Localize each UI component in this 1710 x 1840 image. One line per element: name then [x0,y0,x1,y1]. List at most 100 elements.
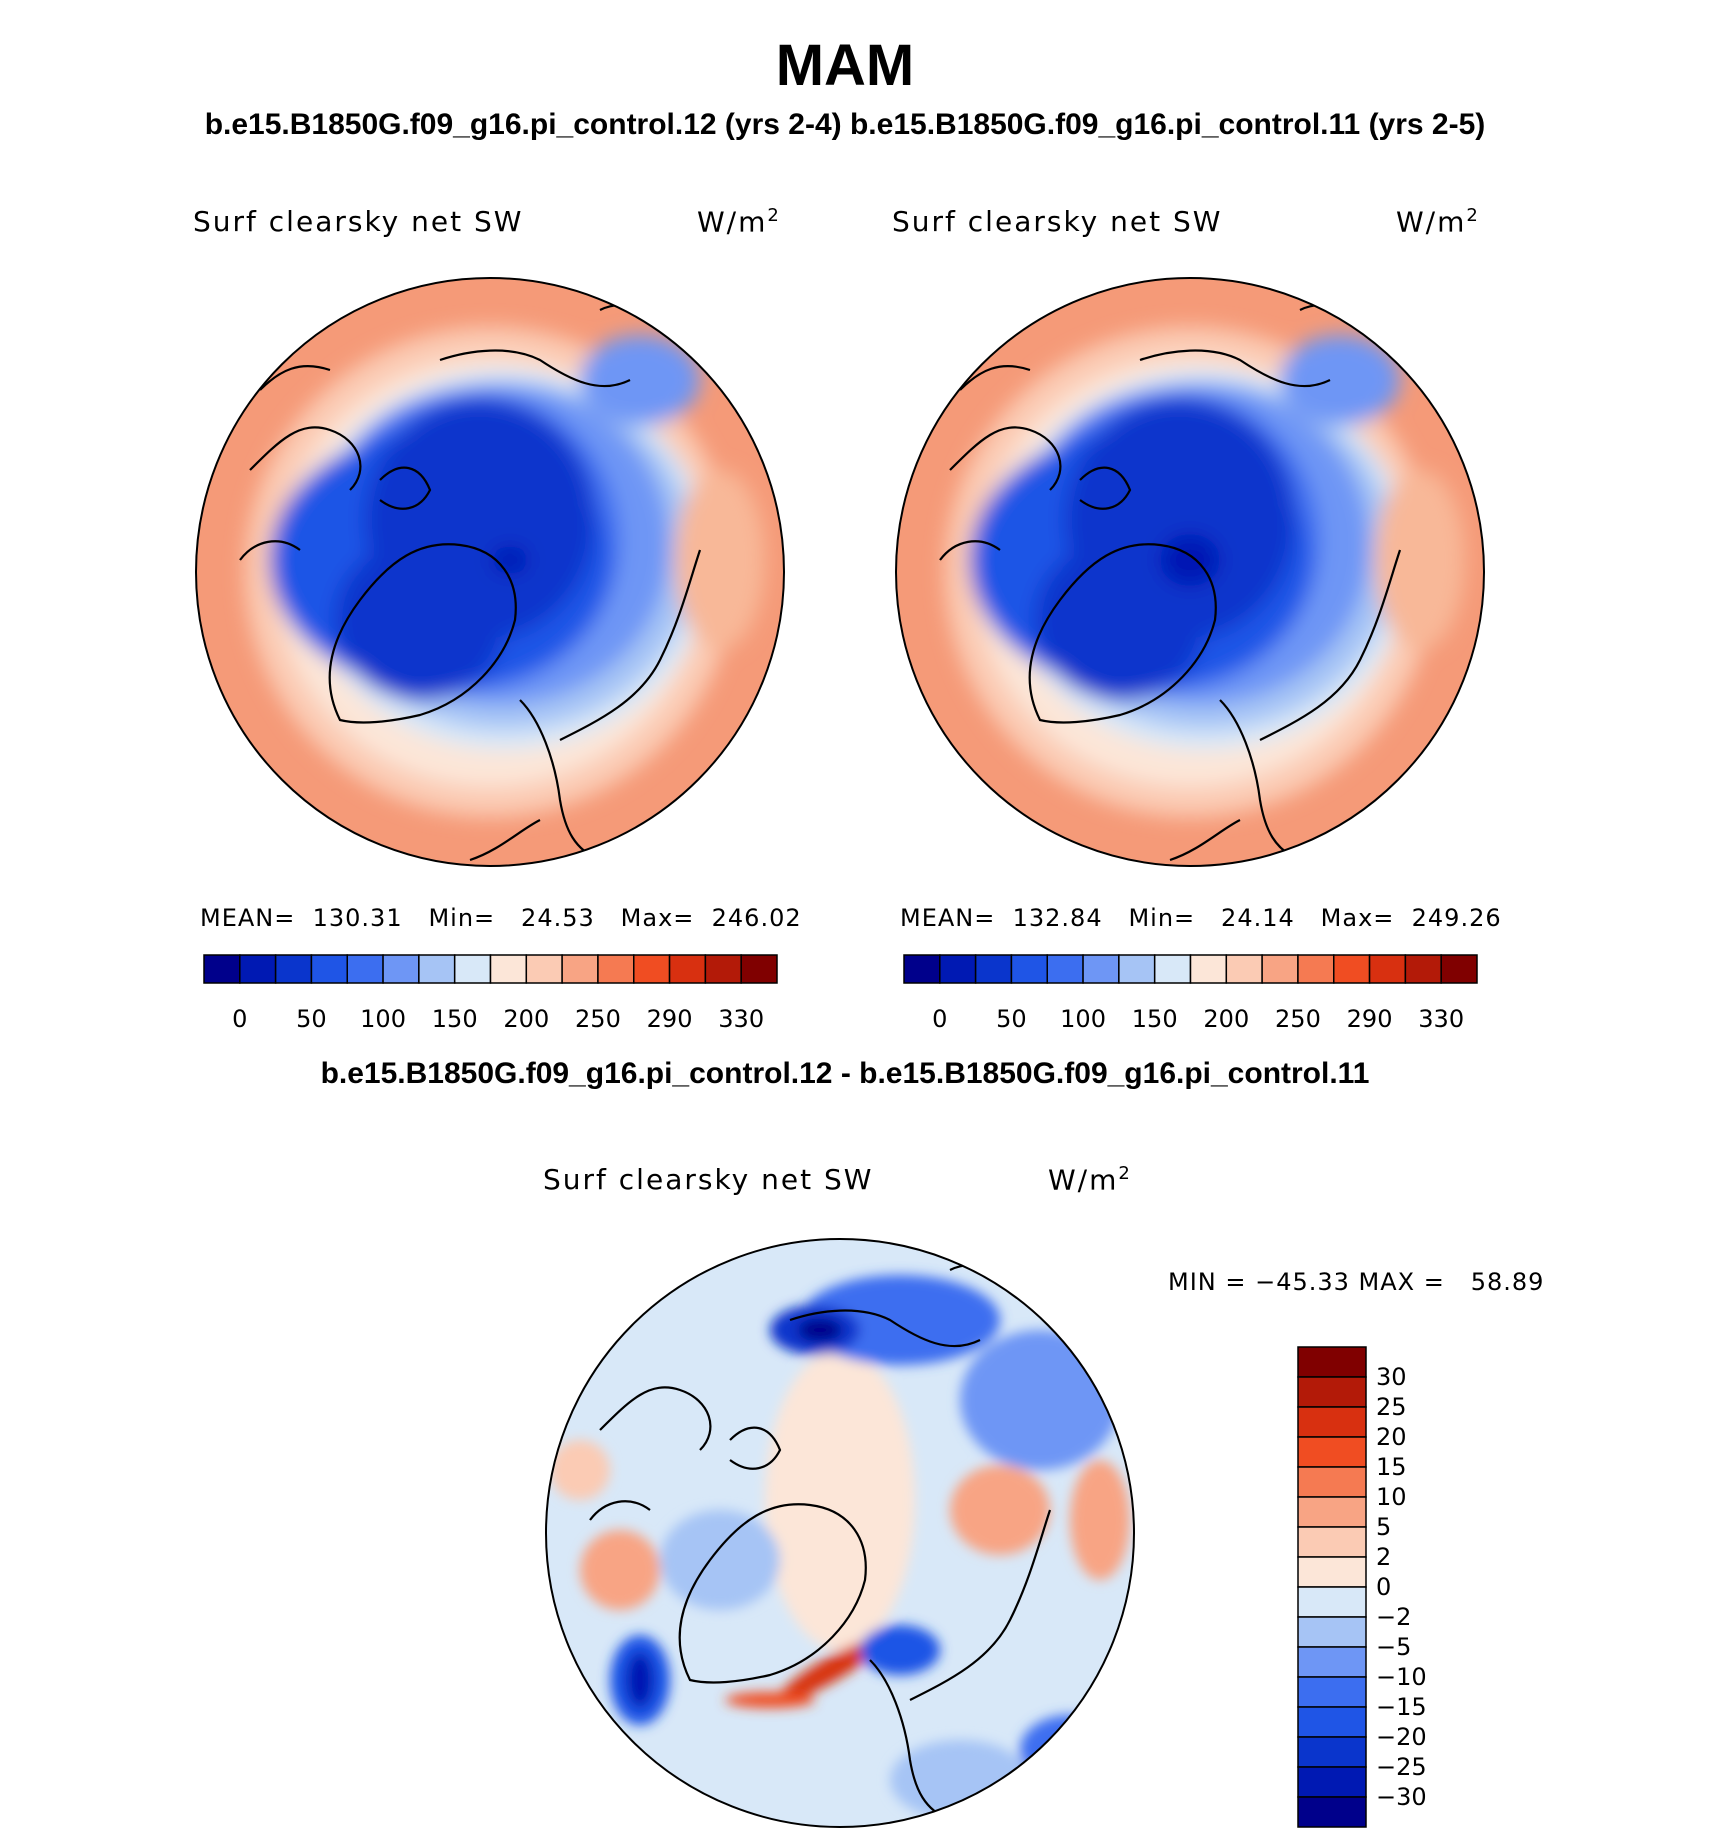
panel3-colorbar-swatch [1297,1436,1367,1468]
panel2-colorbar-tick-label: 100 [1060,1005,1106,1033]
panel1-colorbar: 0 50 100 150 200 250 290 330 [203,954,778,1033]
panel3-colorbar-tick-label: 0 [1376,1573,1391,1601]
panel2-colorbar-tick-label: 0 [932,1005,947,1033]
panel2-colorbar-tick-label: 290 [1347,1005,1393,1033]
panel2-colorbar-swatch [1440,954,1478,984]
panel3-colorbar-swatch [1297,1676,1367,1708]
panel1-colorbar-swatch [239,954,277,984]
panel3-colorbar-swatch [1297,1796,1367,1828]
panel2-map [896,278,1484,866]
panel3-colorbar-swatch [1297,1376,1367,1408]
panel1-colorbar-swatch [561,954,599,984]
panel3-colorbar-tick-label: −10 [1376,1663,1427,1691]
panel1-colorbar-tick-label: 200 [503,1005,549,1033]
panel3-map-boundary [545,1238,1135,1828]
panel1-colorbar-swatch [274,954,313,984]
panel2-stats: MEAN= 132.84 Min= 24.14 Max= 249.26 [900,904,1502,932]
panel1-field [245,327,765,817]
panel1-colorbar-swatch [668,954,707,984]
panel1-colorbar-tick-label: 150 [432,1005,478,1033]
panel1-colorbar-tick-label: 290 [647,1005,693,1033]
panel3-colorbar-tick-label: −30 [1376,1783,1427,1811]
panel3-colorbar-tick-label: 25 [1376,1393,1407,1421]
panel2-map-boundary [895,277,1485,867]
panel3-colorbar-swatch [1297,1646,1367,1678]
panel1-map [196,278,784,866]
panel1-colorbar-swatch [310,954,348,984]
panel2-colorbar-tick-label: 150 [1132,1005,1178,1033]
panel2-colorbar-swatch [939,954,977,984]
panel3-colorbar-tick-label: 20 [1376,1423,1407,1451]
panel1-colorbar-swatch [704,954,742,984]
panel3-variable-label: Surf clearsky net SW [543,1163,874,1196]
main-title: MAM [775,33,915,98]
panel2-colorbar-swatch [1404,954,1442,984]
panel1-variable-label: Surf clearsky net SW [193,205,524,238]
panel3-colorbar-swatch [1297,1706,1367,1738]
panel3-colorbar-tick-label: −5 [1376,1633,1411,1661]
panel1-colorbar-tick-label: 50 [296,1005,327,1033]
panel2-variable-label: Surf clearsky net SW [892,205,1223,238]
panel2-colorbar-swatch [1010,954,1048,984]
panel3-units-label: W/m2 [1048,1163,1132,1197]
panel3-colorbar-swatch [1297,1736,1367,1768]
diff-subtitle: b.e15.B1850G.f09_g16.pi_control.12 - b.e… [320,1057,1370,1090]
panel3-stats: MIN = −45.33 MAX = 58.89 [1168,1268,1545,1296]
panel2-colorbar-swatch [1189,954,1228,984]
panel1-colorbar-swatch [418,954,456,984]
panel1-colorbar-tick-label: 250 [575,1005,621,1033]
panel3-colorbar-tick-label: −25 [1376,1753,1427,1781]
header-subtitle: b.e15.B1850G.f09_g16.pi_control.12 (yrs … [204,108,1486,141]
panel3-colorbar-swatch [1297,1526,1367,1558]
panel1-colorbar-swatch [203,954,241,984]
panel2-colorbar-swatch [1225,954,1263,984]
panel2-colorbar-swatch [1333,954,1371,984]
panel2-colorbar-swatch [1046,954,1084,984]
panel3-colorbar-tick-label: −2 [1376,1603,1411,1631]
panel3-colorbar-tick-label: −20 [1376,1723,1427,1751]
panel3-colorbar-swatch [1297,1346,1367,1378]
panel2-colorbar: 0 50 100 150 200 250 290 330 [903,954,1478,1033]
panel2-colorbar-tick-label: 200 [1203,1005,1249,1033]
panel3-colorbar-swatch [1297,1496,1367,1528]
panel3-colorbar-tick-label: 30 [1376,1363,1407,1391]
panel1-colorbar-tick-label: 100 [360,1005,406,1033]
panel2-units-label: W/m2 [1396,205,1480,239]
panel2-colorbar-swatch [1297,954,1335,984]
panel1-colorbar-tick-label: 0 [232,1005,247,1033]
panel2-colorbar-tick-label: 50 [996,1005,1027,1033]
panel3-colorbar-tick-label: 10 [1376,1483,1407,1511]
panel1-colorbar-swatch [346,954,384,984]
panel2-colorbar-swatch [1368,954,1407,984]
panel1-colorbar-swatch [633,954,671,984]
panel1-units-label: W/m2 [697,205,781,239]
panel3-map [546,1239,1134,1827]
panel2-coastlines [939,304,1402,862]
panel1-colorbar-swatch [453,954,492,984]
panel2-colorbar-swatch [903,954,941,984]
panel3-colorbar-swatch [1297,1616,1367,1648]
panel3-colorbar-swatch [1297,1466,1367,1498]
panel3-colorbar-tick-label: 5 [1376,1513,1391,1541]
panel1-colorbar-tick-label: 330 [718,1005,764,1033]
panel3-colorbar-tick-label: 15 [1376,1453,1407,1481]
panel2-colorbar-tick-label: 250 [1275,1005,1321,1033]
panel2-colorbar-swatch [974,954,1013,984]
panel1-colorbar-swatch [597,954,635,984]
panel1-colorbar-swatch [382,954,420,984]
panel3-colorbar-tick-label: 2 [1376,1543,1391,1571]
panel2-colorbar-swatch [1261,954,1299,984]
panel2-field [945,327,1465,817]
panel3-field [550,1275,1130,1820]
panel3-colorbar-tick-label: −15 [1376,1693,1427,1721]
panel3-colorbar-swatch [1297,1586,1367,1618]
panel1-coastlines [239,304,702,862]
panel1-colorbar-swatch [489,954,528,984]
panel1-colorbar-swatch [740,954,778,984]
panel2-colorbar-tick-label: 330 [1418,1005,1464,1033]
panel2-colorbar-swatch [1082,954,1120,984]
panel3-colorbar-swatch [1297,1406,1367,1438]
panel1-colorbar-swatch [525,954,563,984]
